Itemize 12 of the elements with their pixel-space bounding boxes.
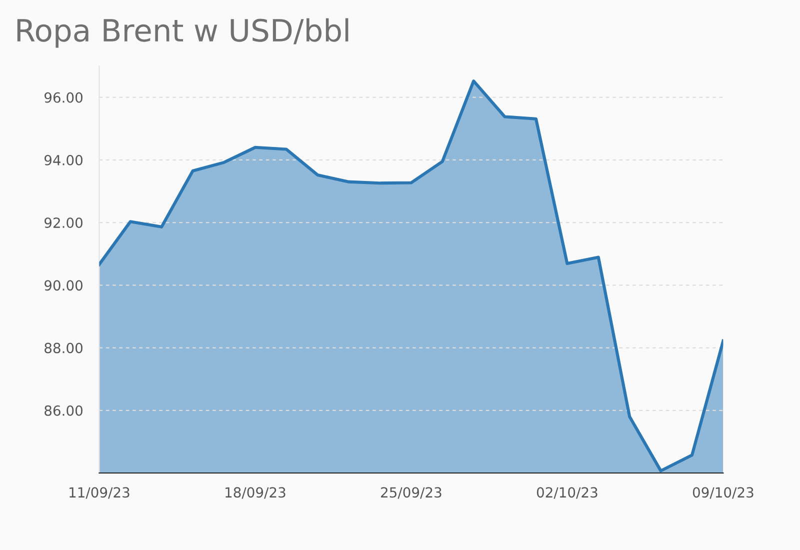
- x-tick-label: 11/09/23: [70, 487, 130, 499]
- chart-title: Ropa Brent w USD/bbl: [17, 18, 348, 48]
- x-tick-label: 02/10/23: [536, 487, 598, 499]
- y-tick-label: 86.00: [44, 405, 82, 416]
- y-tick-label: 88.00: [44, 342, 82, 354]
- x-tick-label: 09/10/23: [692, 487, 754, 499]
- y-tick-label: 92.00: [44, 218, 82, 228]
- x-tick-label: 18/09/23: [226, 487, 286, 499]
- y-tick-label: 96.00: [44, 92, 82, 103]
- y-tick-label: 94.00: [44, 154, 82, 166]
- x-tick-label: 25/09/23: [381, 487, 442, 499]
- y-tick-label: 90.00: [44, 280, 82, 291]
